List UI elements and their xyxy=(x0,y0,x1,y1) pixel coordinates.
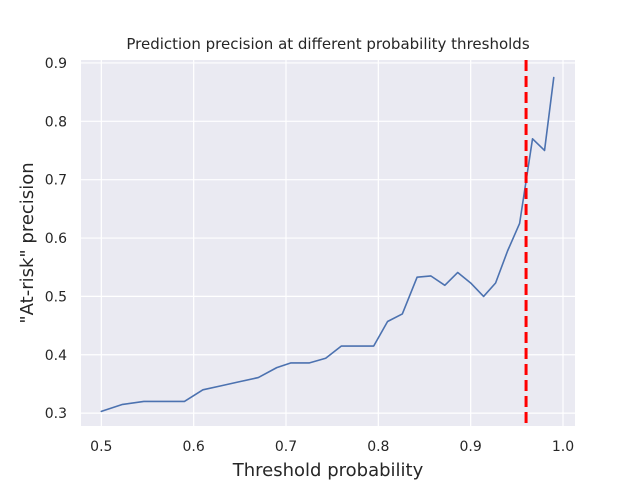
precision-series-line xyxy=(100,76,555,413)
y-tick-labels: 0.3 0.4 0.5 0.6 0.7 0.8 0.9 xyxy=(45,56,67,422)
x-tick-label: 0.8 xyxy=(367,439,389,455)
x-tick-label: 0.9 xyxy=(460,439,482,455)
series-layer xyxy=(100,76,555,413)
x-tick-label: 0.5 xyxy=(90,439,112,455)
x-tick-labels: 0.5 0.6 0.7 0.8 0.9 1.0 xyxy=(90,439,574,455)
y-tick-label: 0.4 xyxy=(45,348,67,364)
y-tick-label: 0.9 xyxy=(45,56,67,72)
grid-lines xyxy=(81,60,575,426)
x-tick-label: 0.6 xyxy=(183,439,205,455)
y-tick-label: 0.5 xyxy=(45,289,67,305)
y-axis-label: "At-risk" precision xyxy=(17,162,38,323)
x-tick-label: 0.7 xyxy=(275,439,297,455)
x-axis-label: Threshold probability xyxy=(232,460,424,480)
x-tick-label: 1.0 xyxy=(552,439,574,455)
y-tick-label: 0.6 xyxy=(45,231,67,247)
chart-title: Prediction precision at different probab… xyxy=(126,35,529,53)
y-tick-label: 0.8 xyxy=(45,114,67,130)
y-tick-label: 0.3 xyxy=(45,406,67,422)
y-tick-label: 0.7 xyxy=(45,173,67,189)
plot-background xyxy=(81,60,575,426)
